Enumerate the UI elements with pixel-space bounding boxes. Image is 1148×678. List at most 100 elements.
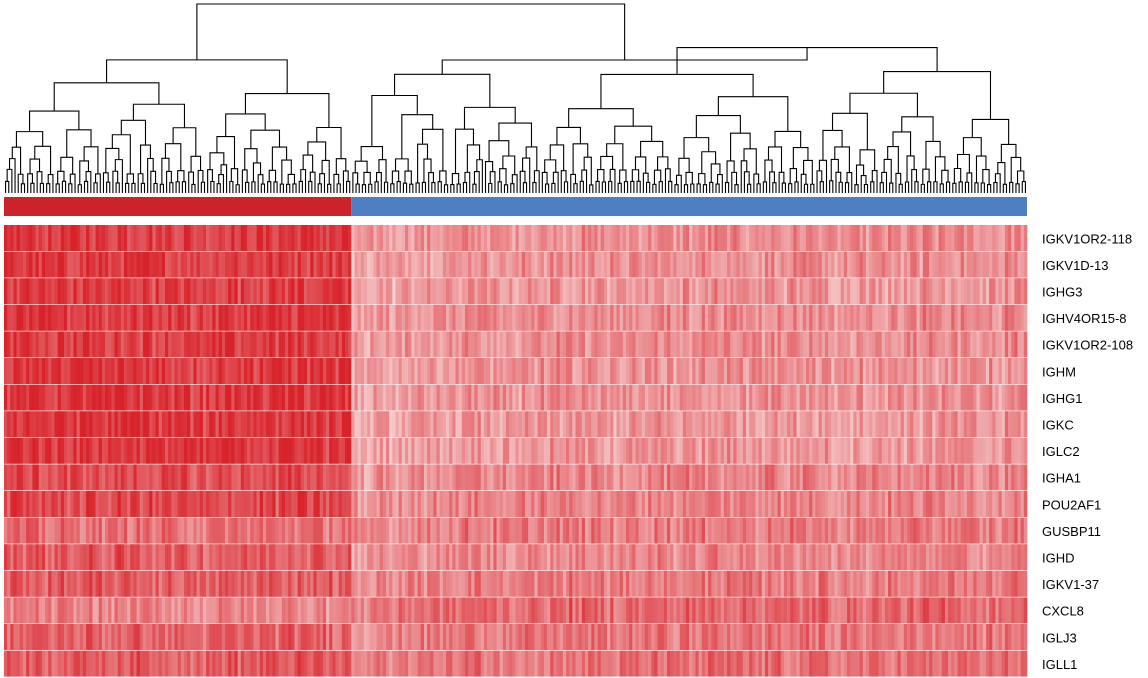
heatmap-cell	[657, 358, 662, 384]
heatmap-cell	[464, 331, 469, 358]
heatmap-cell	[439, 464, 444, 491]
heatmap-cell	[948, 384, 952, 411]
heatmap-cell	[979, 251, 984, 278]
heatmap-cell	[518, 544, 523, 571]
heatmap-cell	[379, 517, 384, 544]
heatmap-cell	[76, 437, 81, 464]
heatmap-cell	[802, 384, 807, 411]
heatmap-cell	[439, 278, 444, 305]
heatmap-cell	[161, 517, 166, 544]
heatmap-cell	[13, 225, 17, 251]
heatmap-cell	[572, 437, 576, 464]
heatmap-cell	[566, 411, 570, 438]
heatmap-cell	[998, 358, 1003, 384]
heatmap-cell	[433, 517, 437, 544]
heatmap-cell	[79, 411, 84, 438]
heatmap-cell	[231, 517, 235, 544]
heatmap-cell	[502, 437, 507, 464]
heatmap-cell	[1008, 384, 1012, 411]
dendrogram-branch	[308, 180, 313, 193]
heatmap-cell	[531, 251, 535, 278]
heatmap-cell	[199, 225, 204, 251]
heatmap-cell	[32, 278, 36, 305]
heatmap-cell	[654, 251, 658, 278]
heatmap-cell	[951, 437, 955, 464]
heatmap-cell	[960, 225, 965, 251]
heatmap-cell	[307, 411, 311, 438]
heatmap-cell	[354, 331, 358, 358]
heatmap-cell	[954, 464, 958, 491]
heatmap-cell	[884, 251, 889, 278]
heatmap-cell	[158, 304, 163, 331]
heatmap-cell	[957, 225, 962, 251]
heatmap-cell	[922, 491, 927, 517]
heatmap-cell	[802, 225, 807, 251]
heatmap-cell	[404, 331, 409, 358]
dendrogram-branch	[859, 149, 876, 171]
heatmap-cell	[285, 304, 289, 331]
heatmap-cell	[168, 278, 172, 305]
dendrogram-branch	[61, 180, 67, 193]
heatmap-cell	[954, 278, 958, 305]
heatmap-cell	[619, 304, 624, 331]
heatmap-cell	[758, 358, 763, 384]
heatmap-cell	[288, 358, 292, 384]
heatmap-cell	[228, 251, 232, 278]
heatmap-cell	[932, 225, 936, 251]
heatmap-cell	[483, 225, 488, 251]
heatmap-cell	[673, 411, 677, 438]
heatmap-cell	[351, 597, 355, 624]
heatmap-cell	[120, 544, 125, 571]
heatmap-cell	[749, 411, 753, 438]
heatmap-cell	[449, 304, 453, 331]
heatmap-cell	[57, 251, 62, 278]
heatmap-cell	[240, 544, 245, 571]
heatmap-cell	[183, 278, 188, 305]
heatmap-cell	[152, 331, 156, 358]
heatmap-cell	[727, 491, 731, 517]
heatmap-cell	[67, 304, 71, 331]
heatmap-cell	[742, 225, 747, 251]
dendrogram-branch	[251, 181, 256, 193]
heatmap-cell	[919, 304, 924, 331]
heatmap-cell	[345, 491, 349, 517]
heatmap-cell	[1023, 251, 1028, 278]
heatmap-cell	[651, 411, 655, 438]
heatmap-cell	[572, 517, 576, 544]
heatmap-cell	[818, 304, 823, 331]
heatmap-cell	[758, 278, 763, 305]
heatmap-cell	[259, 491, 264, 517]
heatmap-cell	[262, 384, 267, 411]
heatmap-cell	[351, 517, 355, 544]
heatmap-cell	[948, 411, 952, 438]
heatmap-cell	[635, 384, 639, 411]
heatmap-cell	[698, 544, 703, 571]
heatmap-cell	[411, 225, 415, 251]
heatmap-cell	[401, 491, 406, 517]
heatmap-cell	[635, 544, 639, 571]
heatmap-cell	[736, 491, 741, 517]
heatmap-cell	[386, 384, 390, 411]
heatmap-cell	[382, 278, 387, 305]
heatmap-cell	[376, 597, 381, 624]
heatmap-cell	[717, 278, 722, 305]
heatmap-cell	[10, 464, 14, 491]
heatmap-cell	[774, 464, 778, 491]
heatmap-cell	[332, 225, 336, 251]
heatmap-cell	[566, 544, 570, 571]
heatmap-cell	[300, 225, 305, 251]
heatmap-cell	[862, 384, 867, 411]
dendrogram-branch	[952, 182, 957, 193]
heatmap-cell	[420, 437, 425, 464]
heatmap-cell	[635, 331, 639, 358]
heatmap-cell	[739, 491, 744, 517]
heatmap-cell	[594, 278, 598, 305]
heatmap-cell	[89, 304, 93, 331]
heatmap-cell	[259, 358, 264, 384]
heatmap-cell	[591, 384, 595, 411]
heatmap-cell	[891, 544, 895, 571]
heatmap-cell	[63, 597, 68, 624]
heatmap-cell	[190, 278, 194, 305]
dendrogram-branch	[368, 183, 373, 193]
